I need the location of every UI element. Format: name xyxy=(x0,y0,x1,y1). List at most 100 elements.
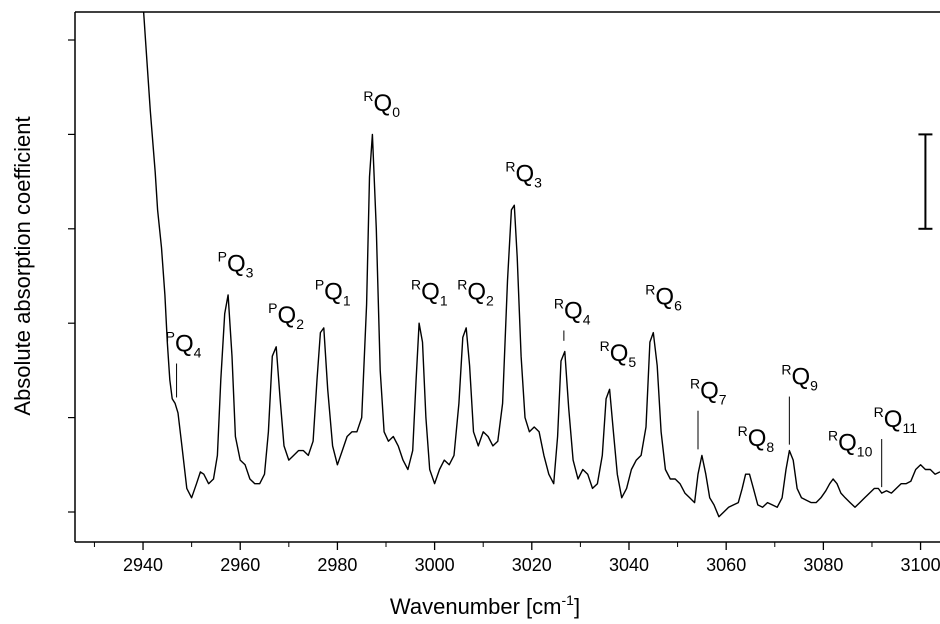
peak-label-main: Q xyxy=(374,90,393,117)
peak-label-text: RQ7 xyxy=(690,376,727,408)
scale-bar xyxy=(918,133,933,230)
peak-label-superscript: P xyxy=(268,300,277,316)
peak-label-superscript: R xyxy=(874,404,884,420)
peak-label-superscript: P xyxy=(166,329,175,345)
peak-label-text: RQ9 xyxy=(781,362,818,394)
peak-label-Rq4: RQ4 xyxy=(554,295,591,341)
peak-label-text: PQ3 xyxy=(218,248,254,280)
peak-label-Rq0: RQ0 xyxy=(363,88,400,120)
peak-label-Pq3: PQ3 xyxy=(218,248,254,280)
peak-label-superscript: P xyxy=(315,277,324,293)
peak-label-Pq2: PQ2 xyxy=(268,300,304,332)
x-tick-label: 3000 xyxy=(415,555,455,575)
peak-label-text: RQ3 xyxy=(505,159,542,191)
spectrum-line xyxy=(142,12,940,518)
peak-label-superscript: R xyxy=(554,295,564,311)
series-layer xyxy=(82,0,940,518)
peak-label-Rq5: RQ5 xyxy=(600,338,637,370)
peak-label-main: Q xyxy=(610,340,629,367)
peak-label-main: Q xyxy=(655,283,674,310)
peak-label-main: Q xyxy=(838,430,857,457)
peak-label-subscript: 8 xyxy=(766,439,774,455)
peak-label-Pq1: PQ1 xyxy=(315,277,351,309)
peak-label-Rq7: RQ7 xyxy=(690,376,727,450)
peak-label-text: RQ6 xyxy=(645,281,682,313)
x-tick-label: 2980 xyxy=(317,555,357,575)
peak-label-subscript: 7 xyxy=(719,392,727,408)
peak-label-text: PQ2 xyxy=(268,300,304,332)
annotation-layer: PQ4PQ3PQ2PQ1RQ0RQ1RQ2RQ3RQ4RQ5RQ6RQ7RQ8R… xyxy=(166,88,918,488)
x-axis-title-end: ] xyxy=(574,594,580,619)
x-tick-label: 2960 xyxy=(220,555,260,575)
peak-label-superscript: R xyxy=(645,281,655,297)
y-axis xyxy=(68,39,75,513)
peak-label-subscript: 3 xyxy=(534,175,542,191)
x-axis-title-text: Wavenumber [cm xyxy=(390,594,562,619)
peak-label-subscript: 3 xyxy=(246,264,254,280)
peak-label-superscript: R xyxy=(828,428,838,444)
peak-label-subscript: 4 xyxy=(194,345,202,361)
peak-label-subscript: 1 xyxy=(343,293,351,309)
peak-label-main: Q xyxy=(791,364,810,391)
peak-label-text: PQ1 xyxy=(315,277,351,309)
peak-label-Rq1: RQ1 xyxy=(411,277,448,309)
peak-label-subscript: 2 xyxy=(296,316,304,332)
peak-label-superscript: P xyxy=(218,248,227,264)
peak-label-main: Q xyxy=(421,279,440,306)
peak-label-Rq11: RQ11 xyxy=(874,404,918,488)
peak-label-Rq2: RQ2 xyxy=(457,277,494,309)
peak-label-text: RQ8 xyxy=(738,423,775,455)
peak-label-superscript: R xyxy=(600,338,610,354)
peak-label-Rq9: RQ9 xyxy=(781,362,818,445)
peak-label-subscript: 5 xyxy=(628,354,636,370)
peak-label-subscript: 1 xyxy=(440,293,448,309)
peak-label-subscript: 0 xyxy=(392,104,400,120)
peak-label-text: RQ0 xyxy=(363,88,400,120)
x-tick-label: 3040 xyxy=(609,555,649,575)
peak-label-Pq4: PQ4 xyxy=(166,329,202,398)
peak-label-text: RQ4 xyxy=(554,295,591,327)
peak-label-main: Q xyxy=(227,250,246,277)
spectrum-band-wing xyxy=(82,0,86,8)
peak-label-main: Q xyxy=(700,378,719,405)
peak-label-superscript: R xyxy=(738,423,748,439)
peak-label-superscript: R xyxy=(363,88,373,104)
peak-label-main: Q xyxy=(884,406,903,433)
x-axis-title: Wavenumber [cm-1] xyxy=(390,592,580,619)
peak-label-superscript: R xyxy=(781,362,791,378)
x-tick-label: 3020 xyxy=(512,555,552,575)
peak-label-subscript: 9 xyxy=(810,378,818,394)
peak-label-text: RQ10 xyxy=(828,428,873,460)
x-axis-title-superscript: -1 xyxy=(562,592,575,608)
peak-label-subscript: 2 xyxy=(486,293,494,309)
peak-label-main: Q xyxy=(175,331,194,358)
x-tick-label: 2940 xyxy=(123,555,163,575)
peak-label-Rq3: RQ3 xyxy=(505,159,542,191)
peak-label-main: Q xyxy=(324,279,343,306)
peak-label-subscript: 10 xyxy=(857,444,873,460)
x-tick-label: 3060 xyxy=(706,555,746,575)
peak-label-text: PQ4 xyxy=(166,329,202,361)
peak-label-Rq10: RQ10 xyxy=(828,428,873,460)
peak-label-Rq8: RQ8 xyxy=(738,423,775,455)
peak-label-superscript: R xyxy=(505,159,515,175)
y-axis-title: Absolute absorption coefficient xyxy=(10,116,35,415)
x-tick-label: 3080 xyxy=(803,555,843,575)
peak-label-Rq6: RQ6 xyxy=(645,281,682,313)
peak-label-text: RQ2 xyxy=(457,277,494,309)
peak-label-superscript: R xyxy=(690,376,700,392)
peak-label-main: Q xyxy=(564,297,583,324)
peak-label-main: Q xyxy=(515,161,534,188)
peak-label-superscript: R xyxy=(457,277,467,293)
peak-label-superscript: R xyxy=(411,277,421,293)
x-tick-label: 3100 xyxy=(901,555,940,575)
x-axis: 2940 2960 2980 3000 3020 3040 3060 3080 3100 xyxy=(93,542,940,575)
peak-label-subscript: 4 xyxy=(583,311,591,327)
peak-label-main: Q xyxy=(748,425,767,452)
peak-label-main: Q xyxy=(467,279,486,306)
peak-label-text: RQ11 xyxy=(874,404,918,436)
peak-label-text: RQ5 xyxy=(600,338,637,370)
peak-label-text: RQ1 xyxy=(411,277,448,309)
plot-frame xyxy=(74,11,940,543)
